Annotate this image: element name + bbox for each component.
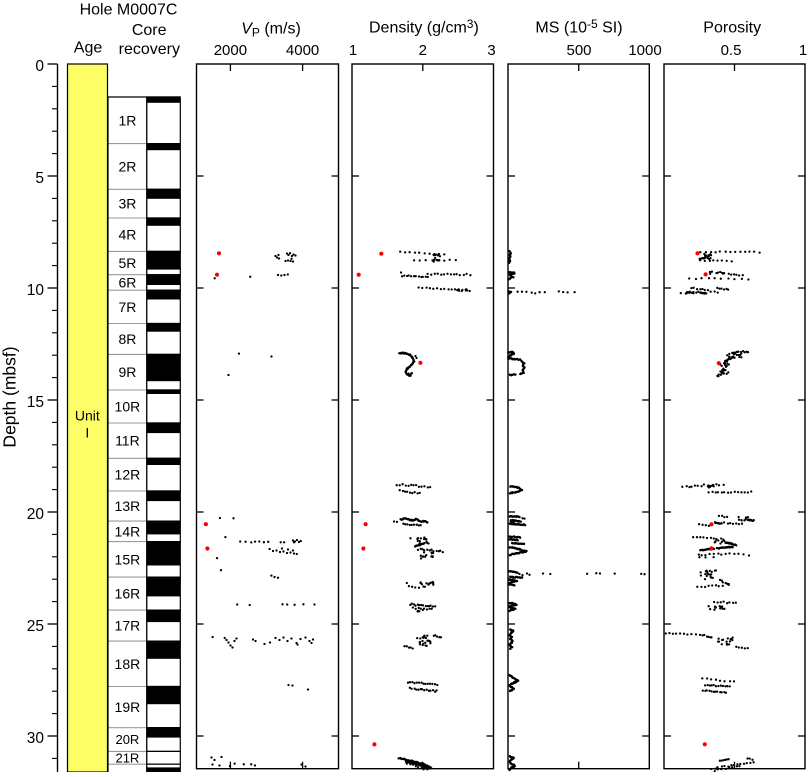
svg-text:15R: 15R bbox=[115, 551, 141, 567]
svg-text:3R: 3R bbox=[118, 196, 136, 212]
svg-text:Density (g/cm3): Density (g/cm3) bbox=[369, 17, 479, 37]
svg-text:15: 15 bbox=[27, 394, 44, 411]
svg-text:3: 3 bbox=[487, 42, 495, 59]
svg-text:25: 25 bbox=[27, 618, 44, 635]
svg-text:500: 500 bbox=[566, 42, 591, 59]
svg-text:21R: 21R bbox=[115, 751, 139, 766]
svg-text:1: 1 bbox=[349, 42, 357, 59]
svg-text:0: 0 bbox=[35, 58, 44, 75]
svg-text:Age: Age bbox=[74, 40, 103, 57]
svg-text:4R: 4R bbox=[118, 227, 136, 243]
svg-text:Hole M0007C: Hole M0007C bbox=[80, 1, 178, 18]
svg-text:17R: 17R bbox=[115, 618, 141, 634]
svg-text:14R: 14R bbox=[115, 523, 141, 539]
svg-text:1000: 1000 bbox=[628, 42, 661, 59]
svg-text:2: 2 bbox=[419, 42, 427, 59]
svg-text:5R: 5R bbox=[118, 255, 136, 271]
svg-text:Porosity: Porosity bbox=[703, 19, 761, 36]
svg-text:13R: 13R bbox=[115, 498, 141, 514]
svg-text:20R: 20R bbox=[115, 732, 139, 747]
svg-text:30: 30 bbox=[27, 730, 45, 747]
svg-text:Unit: Unit bbox=[75, 408, 100, 424]
svg-text:20: 20 bbox=[27, 506, 45, 523]
svg-text:11R: 11R bbox=[115, 433, 140, 449]
svg-text:2000: 2000 bbox=[214, 42, 247, 59]
svg-text:18R: 18R bbox=[115, 656, 141, 672]
svg-text:4000: 4000 bbox=[286, 42, 319, 59]
svg-text:MS (10-5 SI): MS (10-5 SI) bbox=[535, 17, 622, 37]
svg-text:Core: Core bbox=[132, 22, 167, 39]
svg-text:I: I bbox=[85, 425, 89, 441]
svg-text:recovery: recovery bbox=[119, 41, 180, 58]
svg-text:VP (m/s): VP (m/s) bbox=[241, 21, 301, 40]
svg-text:16R: 16R bbox=[115, 586, 141, 602]
svg-text:6R: 6R bbox=[118, 275, 136, 291]
svg-text:7R: 7R bbox=[118, 299, 136, 315]
svg-text:10: 10 bbox=[27, 282, 45, 299]
svg-text:1R: 1R bbox=[118, 112, 136, 128]
svg-text:5: 5 bbox=[35, 170, 44, 187]
svg-text:0.5: 0.5 bbox=[721, 42, 742, 59]
svg-text:Depth (mbsf): Depth (mbsf) bbox=[0, 346, 20, 447]
svg-text:8R: 8R bbox=[118, 331, 136, 347]
svg-text:1: 1 bbox=[799, 42, 807, 59]
svg-text:2R: 2R bbox=[118, 159, 136, 175]
svg-text:10R: 10R bbox=[115, 399, 141, 415]
svg-text:12R: 12R bbox=[115, 467, 141, 483]
svg-text:9R: 9R bbox=[118, 364, 136, 380]
svg-text:19R: 19R bbox=[115, 699, 141, 715]
